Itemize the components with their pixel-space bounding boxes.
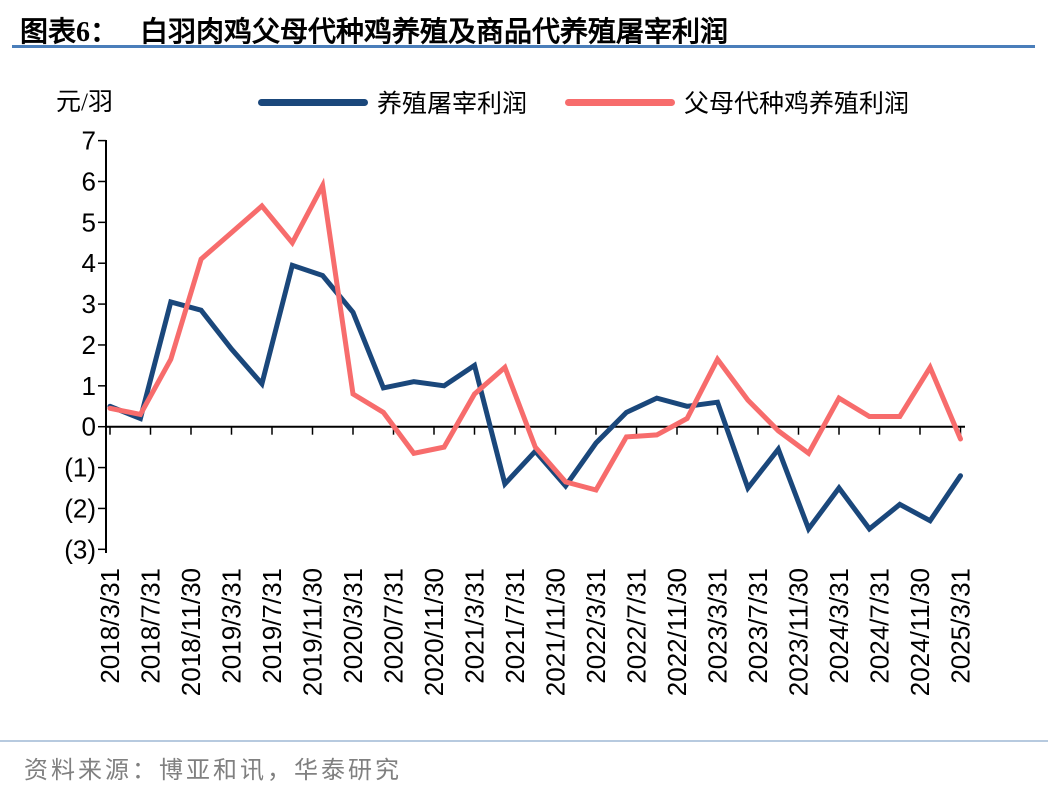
y-axis-tick-label: (3) <box>64 534 96 564</box>
figure-number-label: 图表6： <box>20 17 119 48</box>
y-axis-tick-label: 7 <box>82 126 96 156</box>
x-axis-tick-label: 2020/7/31 <box>379 568 409 684</box>
x-axis-tick-label: 2025/3/31 <box>946 568 976 684</box>
x-axis-tick-label: 2024/3/31 <box>824 568 854 684</box>
x-axis-tick-label: 2021/11/30 <box>541 568 571 696</box>
x-axis-tick-label: 2023/7/31 <box>743 568 773 684</box>
x-axis-tick-label: 2021/7/31 <box>500 568 530 684</box>
x-axis-tick-label: 2024/11/30 <box>905 568 935 696</box>
x-axis-tick-label: 2020/3/31 <box>338 568 368 684</box>
slaughter-profit-line-swatch <box>258 98 368 106</box>
y-axis-tick-label: (2) <box>64 493 96 523</box>
x-axis-tick-label: 2020/11/30 <box>419 568 449 696</box>
source-note: 资料来源：博亚和讯，华泰研究 <box>24 758 402 784</box>
x-axis-tick-label: 2022/3/31 <box>581 568 611 684</box>
parent-stock-profit-legend-label: 父母代种鸡养殖利润 <box>684 91 910 118</box>
x-axis-tick-label: 2018/3/31 <box>95 568 125 684</box>
y-axis-tick-label: 5 <box>82 207 96 237</box>
x-axis-tick-label: 2024/7/31 <box>865 568 895 684</box>
title-underline <box>12 45 1035 48</box>
x-axis-tick-label: 2023/3/31 <box>703 568 733 684</box>
x-axis-tick-label: 2019/11/30 <box>298 568 328 696</box>
y-axis-tick-label: 2 <box>82 330 96 360</box>
chart-header: 图表6： 白羽肉鸡父母代种鸡养殖及商品代养殖屠宰利润 <box>20 10 728 50</box>
x-axis-tick-label: 2019/7/31 <box>257 568 287 684</box>
x-axis-tick-label: 2018/7/31 <box>136 568 166 684</box>
chart-legend: 养殖屠宰利润 父母代种鸡养殖利润 <box>258 84 909 120</box>
x-axis-tick-label: 2021/3/31 <box>460 568 490 684</box>
legend-item-slaughter-profit: 养殖屠宰利润 <box>258 84 527 120</box>
y-axis-tick-label: 3 <box>82 289 96 319</box>
chart-title: 白羽肉鸡父母代种鸡养殖及商品代养殖屠宰利润 <box>140 17 729 48</box>
y-axis-tick-label: (1) <box>64 453 96 483</box>
x-axis-tick-label: 2018/11/30 <box>176 568 206 696</box>
x-axis-tick-label: 2023/11/30 <box>784 568 814 696</box>
y-axis-tick-label: 4 <box>82 248 96 278</box>
x-axis-tick-label: 2022/11/30 <box>662 568 692 696</box>
parent-stock-profit-line-swatch <box>565 98 676 106</box>
y-axis-tick-label: 0 <box>82 412 96 442</box>
y-axis-tick-label: 1 <box>82 371 96 401</box>
y-axis-unit-label: 元/羽 <box>56 89 113 116</box>
x-axis-tick-label: 2022/7/31 <box>622 568 652 684</box>
y-axis-tick-label: 6 <box>82 166 96 196</box>
x-axis-tick-label: 2019/3/31 <box>217 568 247 684</box>
slaughter-profit-line <box>107 262 963 535</box>
source-divider-line <box>0 740 1048 742</box>
parent-stock-profit-line <box>107 177 963 493</box>
slaughter-profit-legend-label: 养殖屠宰利润 <box>377 91 528 118</box>
legend-item-parent-stock-profit: 父母代种鸡养殖利润 <box>565 84 909 120</box>
